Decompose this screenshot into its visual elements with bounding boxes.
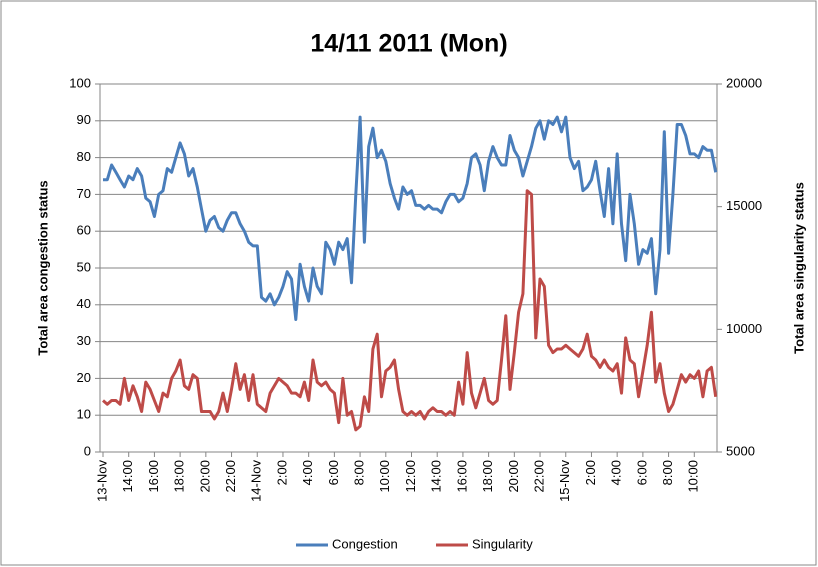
y-tick-label: 40 — [77, 296, 91, 311]
x-tick-label: 10:00 — [686, 460, 701, 493]
y-tick-label: 50 — [77, 259, 91, 274]
x-tick-label: 20:00 — [506, 460, 521, 493]
series-line — [102, 189, 718, 432]
series-line — [103, 115, 718, 321]
x-tick-label: 10:00 — [377, 460, 392, 493]
x-tick-label: 14:00 — [120, 460, 135, 493]
y-tick-label: 100 — [69, 75, 91, 90]
x-tick-label: 14:00 — [429, 460, 444, 493]
x-tick-label: 22:00 — [531, 460, 546, 493]
y2-tick-label: 20000 — [726, 75, 762, 90]
x-tick-label: 4:00 — [609, 460, 624, 485]
x-tick-label: 16:00 — [454, 460, 469, 493]
legend-label: Congestion — [332, 536, 398, 551]
x-tick-label: 15-Nov — [557, 460, 572, 502]
x-tick-label: 8:00 — [660, 460, 675, 485]
chart-title: 14/11 2011 (Mon) — [310, 30, 507, 58]
x-tick-label: 4:00 — [300, 460, 315, 485]
x-tick-label: 2:00 — [583, 460, 598, 485]
legend-label: Singularity — [472, 536, 533, 551]
x-tick-label: 6:00 — [326, 460, 341, 485]
x-tick-label: 2:00 — [274, 460, 289, 485]
x-tick-label: 18:00 — [172, 460, 187, 493]
y2-axis-label: Total area singularity status — [791, 182, 806, 354]
x-tick-label: 13-Nov — [94, 460, 109, 502]
y2-tick-label: 10000 — [726, 321, 762, 336]
x-tick-label: 20:00 — [197, 460, 212, 493]
y-tick-label: 80 — [77, 149, 91, 164]
y2-tick-label: 15000 — [726, 198, 762, 213]
y-tick-label: 70 — [77, 186, 91, 201]
x-tick-label: 12:00 — [403, 460, 418, 493]
x-tick-label: 14-Nov — [249, 460, 264, 502]
x-tick-label: 18:00 — [480, 460, 495, 493]
y2-tick-label: 5000 — [726, 443, 755, 458]
y-tick-label: 60 — [77, 223, 91, 238]
y-axis-label: Total area congestion status — [35, 180, 50, 355]
x-tick-label: 6:00 — [634, 460, 649, 485]
y-tick-label: 20 — [77, 370, 91, 385]
y-tick-label: 10 — [77, 407, 91, 422]
y-tick-label: 90 — [77, 112, 91, 127]
y-tick-label: 0 — [84, 443, 91, 458]
y-tick-label: 30 — [77, 333, 91, 348]
x-tick-label: 22:00 — [223, 460, 238, 493]
x-tick-label: 8:00 — [352, 460, 367, 485]
x-tick-label: 16:00 — [146, 460, 161, 493]
